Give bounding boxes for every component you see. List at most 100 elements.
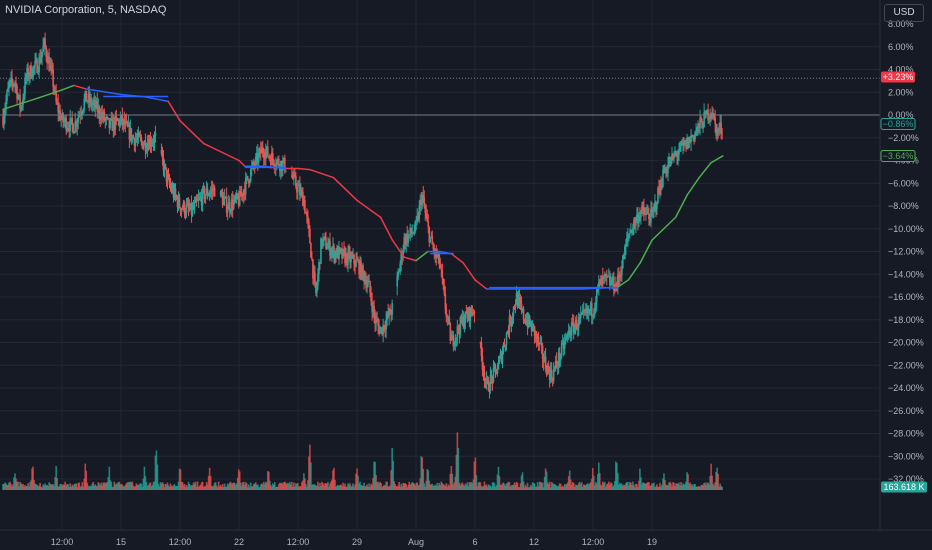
candle-body [399, 263, 401, 272]
volume-bar [628, 485, 630, 490]
volume-bar [551, 482, 554, 490]
volume-bar [671, 486, 673, 490]
volume-bar [156, 464, 159, 490]
volume-bar [593, 485, 596, 490]
candle-body [276, 160, 278, 167]
candle-body [569, 335, 572, 337]
volume-bar [617, 473, 619, 490]
candle-body [572, 322, 575, 334]
candle-body [697, 123, 699, 128]
candle-body [386, 312, 388, 320]
candle-body [183, 202, 186, 215]
candle-body [558, 352, 561, 361]
candle-body [160, 149, 163, 154]
candle-body [39, 57, 41, 63]
candle-body [509, 316, 512, 325]
candle-body [597, 282, 600, 287]
volume-bar [612, 487, 614, 490]
candle-body [316, 285, 318, 293]
volume-bar [566, 482, 569, 490]
candle-body [455, 337, 458, 339]
volume-bar [541, 482, 544, 490]
volume-bar [386, 481, 388, 490]
volume-bar [7, 484, 9, 490]
volume-bar [448, 486, 451, 490]
volume-bar [394, 484, 396, 490]
volume-bar [66, 483, 68, 490]
volume-bar [41, 487, 43, 490]
volume-bar [713, 485, 715, 490]
volume-bar [555, 485, 558, 490]
volume-bar [511, 485, 514, 490]
candle-body [580, 312, 583, 315]
candle-body [621, 267, 623, 276]
volume-bar [637, 486, 639, 490]
currency-button[interactable]: USD [884, 4, 924, 22]
candle-body [13, 84, 15, 86]
volume-bar [613, 485, 615, 490]
volume-bar [400, 483, 402, 490]
candle-body [626, 237, 628, 245]
volume-bar [122, 486, 125, 490]
volume-bar [516, 483, 519, 490]
volume-bar [372, 477, 374, 490]
candle-body [460, 317, 463, 323]
volume-bar [543, 476, 546, 490]
x-tick-label: 6 [472, 537, 477, 547]
candle-body [574, 319, 577, 327]
candle-body [360, 261, 362, 279]
ma-segment [651, 228, 665, 241]
volume-bar [256, 484, 259, 490]
candle-body [466, 314, 469, 319]
volume-bar [103, 482, 106, 490]
volume-bar [116, 483, 119, 490]
candle-body [624, 246, 626, 260]
ma-segment [238, 159, 246, 167]
volume-bar [3, 483, 5, 490]
candle-body [612, 276, 614, 285]
price-axis[interactable]: 8.00%6.00%4.00%2.00%0.00%−2.00%−4.00%−6.… [888, 19, 924, 484]
volume-bar [299, 486, 301, 490]
volume-bar [192, 482, 195, 490]
volume-bar [200, 482, 203, 490]
volume-bar [583, 484, 586, 490]
candle-body [238, 190, 241, 206]
volume-bar [190, 485, 193, 490]
candle-body [698, 123, 700, 128]
volume-bar [563, 483, 566, 490]
volume-bar [401, 486, 403, 490]
candle-body [150, 144, 153, 146]
candle-body [583, 309, 586, 312]
candle-body [668, 160, 670, 166]
volume-bar [464, 483, 467, 490]
volume-bar [344, 483, 346, 490]
volume-bar [171, 486, 174, 490]
candle-body [453, 344, 456, 347]
candle-body [517, 297, 520, 307]
candle-body [176, 198, 179, 208]
volume-bar [366, 484, 368, 490]
volume-bar [158, 486, 161, 490]
volume-bar [139, 483, 142, 490]
volume-bar [590, 478, 593, 490]
time-axis[interactable]: 12:00 15 12:00 22 12:00 29 Aug 6 12 12:00 19 [51, 537, 657, 547]
candle-body [40, 56, 42, 63]
candle-body [719, 122, 721, 128]
candle-body [203, 187, 206, 199]
volume-bar [439, 485, 442, 490]
volume-bar [340, 484, 342, 490]
candle-body [284, 158, 286, 171]
volume-bar [416, 482, 419, 490]
volume-bar [34, 483, 36, 490]
candle-body [322, 238, 324, 245]
candle-body [224, 196, 227, 198]
upper-line-badge: +3.23% [881, 71, 915, 83]
volume-bar [187, 481, 190, 490]
volume-bar [10, 483, 12, 490]
volume-bar [293, 482, 295, 490]
volume-bar [148, 483, 151, 490]
volume-bar [21, 484, 23, 490]
volume-bar [174, 486, 177, 490]
candle-body [92, 102, 95, 105]
